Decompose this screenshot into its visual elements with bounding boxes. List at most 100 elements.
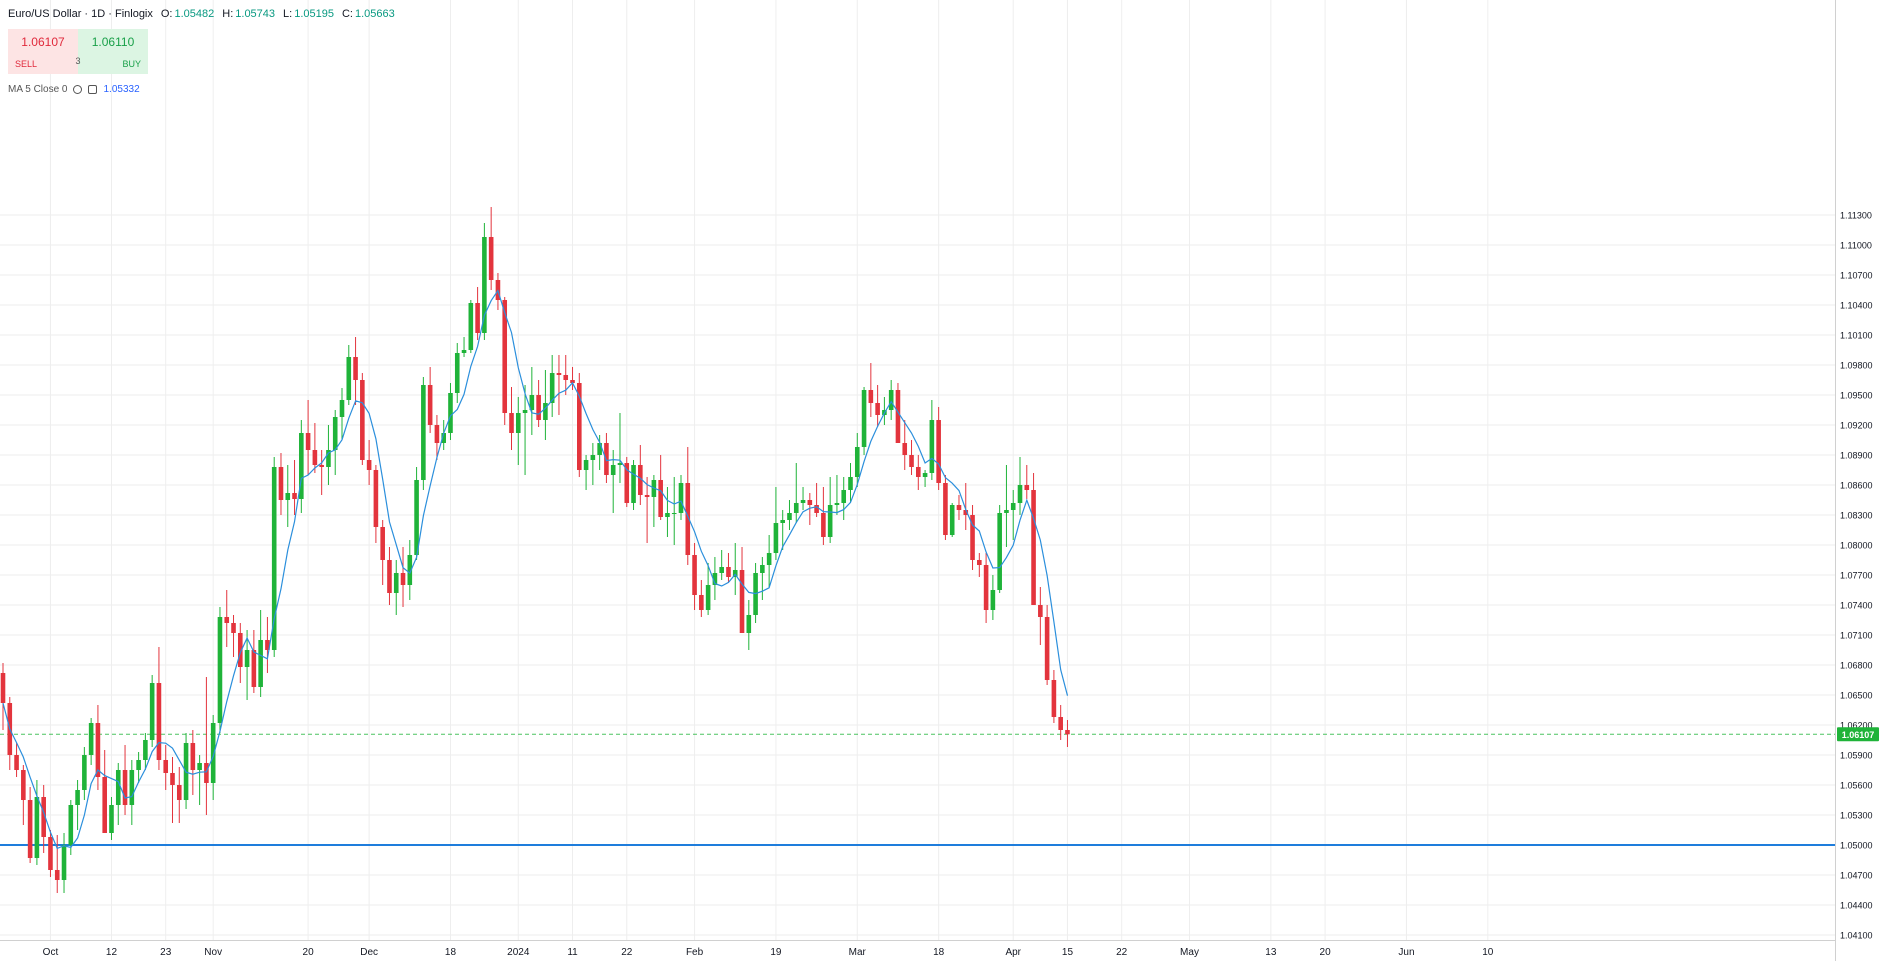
candle-body: [726, 567, 731, 577]
candle-body: [197, 763, 202, 770]
candle-body: [27, 800, 33, 858]
candlestick-chart[interactable]: [0, 0, 1835, 940]
time-tick-label: Apr: [1005, 947, 1021, 958]
candle-body: [163, 760, 169, 773]
candle-body: [963, 510, 969, 515]
time-tick-label: 2024: [507, 947, 530, 958]
candle-body: [658, 480, 663, 517]
trade-quantity[interactable]: 3: [75, 56, 81, 66]
candle-body: [997, 513, 1002, 590]
candle-body: [983, 565, 989, 610]
time-tick-label: 10: [1482, 947, 1494, 958]
candle-body: [217, 617, 223, 723]
candle-body: [102, 777, 107, 833]
indicator-value: 1.05332: [103, 84, 140, 95]
time-tick-label: 11: [567, 947, 578, 958]
buy-button[interactable]: 1.06110 BUY: [78, 29, 148, 74]
price-tick-label: 1.08300: [1840, 511, 1873, 521]
candle-body: [638, 465, 643, 495]
candle-body: [712, 573, 718, 585]
time-tick-label: Jun: [1398, 947, 1414, 958]
candle-body: [739, 570, 745, 633]
candle-body: [692, 555, 697, 595]
candle-body: [387, 560, 392, 593]
sell-button[interactable]: 1.06107 SELL: [8, 29, 78, 74]
candle-body: [332, 417, 338, 450]
candle-body: [1004, 510, 1009, 513]
candle-body: [570, 380, 575, 383]
symbol-title: Euro/US Dollar · 1D · Finlogix: [8, 8, 153, 20]
candle-body: [502, 300, 508, 413]
trash-icon[interactable]: [88, 85, 98, 94]
candle-body: [678, 483, 684, 513]
candle-body: [176, 785, 182, 800]
candle-body: [488, 237, 494, 280]
candle-body: [617, 463, 623, 465]
candle-body: [21, 770, 26, 800]
time-tick-label: Oct: [43, 947, 59, 958]
price-tick-label: 1.04400: [1840, 901, 1873, 911]
candle-body: [122, 770, 128, 805]
candle-body: [265, 640, 270, 650]
price-tick-label: 1.10100: [1840, 331, 1873, 341]
candle-body: [597, 443, 602, 455]
candle-body: [360, 380, 365, 460]
candle-body: [902, 443, 908, 455]
time-tick-label: 12: [106, 947, 118, 958]
time-tick-label: 13: [1265, 947, 1277, 958]
time-axis[interactable]: Oct 12 23 Nov 20 Dec 18 2024 11 22 Feb 19 Mar 18 Apr 15…: [0, 940, 1835, 962]
candle-body: [861, 390, 867, 447]
time-tick-label: Mar: [849, 947, 867, 958]
candle-body: [454, 353, 460, 393]
candle-body: [834, 503, 840, 505]
candle-body: [909, 455, 914, 467]
last-price-badge: [1837, 727, 1879, 742]
candle-body: [888, 390, 894, 410]
candle-body: [895, 390, 901, 443]
candle-body: [129, 770, 135, 805]
candle-body: [746, 615, 752, 633]
candle-body: [115, 770, 121, 805]
candle-body: [1010, 503, 1016, 510]
low-value: 1.05195: [294, 8, 334, 20]
candle-body: [929, 420, 935, 473]
candle-body: [760, 565, 765, 573]
candle-body: [577, 383, 582, 470]
candle-body: [34, 797, 40, 858]
price-axis-labels: 1.11300 1.11000 1.10700 1.10400 1.10100 1.098…: [1837, 211, 1879, 941]
time-tick-label: 22: [1116, 947, 1128, 958]
candle-body: [468, 303, 474, 350]
candle-body: [319, 465, 324, 467]
close-value: 1.05663: [354, 8, 395, 20]
candle-body: [841, 490, 847, 503]
candle-body: [1044, 617, 1050, 680]
candle-body: [685, 483, 691, 555]
candle-body: [224, 617, 230, 623]
buy-price: 1.06110: [91, 35, 135, 49]
candle-body: [536, 395, 541, 420]
candle-body: [956, 505, 962, 510]
time-tick-label: 20: [1320, 947, 1332, 958]
chart-area[interactable]: [0, 0, 1835, 940]
price-axis[interactable]: 1.11300 1.11000 1.10700 1.10400 1.10100 1.098…: [1835, 0, 1880, 961]
candle-body: [88, 723, 94, 755]
candle-body: [821, 513, 826, 537]
open-value: 1.05482: [174, 8, 215, 20]
price-tick-label: 1.09800: [1840, 361, 1873, 371]
candle-body: [204, 763, 209, 783]
candle-body: [373, 470, 379, 527]
candle-body: [427, 385, 433, 425]
candle-body: [68, 805, 74, 845]
price-tick-label: 1.07400: [1840, 601, 1873, 611]
price-tick-label: 1.10700: [1840, 271, 1873, 281]
time-tick-label: 20: [303, 947, 315, 958]
candle-body: [238, 633, 243, 667]
price-tick-label: 1.08000: [1840, 541, 1873, 551]
candle-body: [848, 477, 853, 490]
candle-body: [475, 303, 480, 333]
gear-icon[interactable]: [73, 85, 83, 94]
candle-body: [407, 555, 413, 585]
candle-body: [943, 483, 948, 535]
candle-body: [149, 683, 155, 740]
candle-body: [949, 505, 955, 535]
